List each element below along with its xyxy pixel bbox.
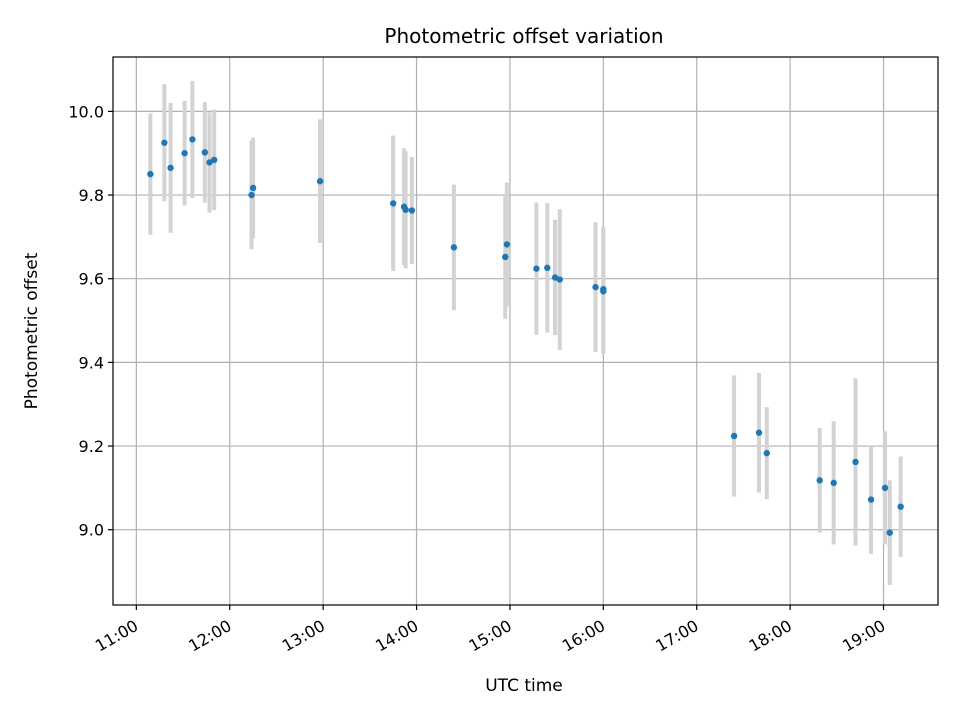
data-point — [852, 458, 859, 466]
x-axis-label: UTC time — [485, 676, 563, 696]
y-axis-label: Photometric offset — [22, 252, 42, 409]
data-point — [816, 477, 823, 484]
y-tick-label: 9.6 — [79, 270, 104, 289]
data-point — [316, 178, 324, 185]
data-point — [249, 184, 257, 192]
data-point — [161, 139, 168, 146]
data-point — [881, 484, 889, 492]
data-point — [830, 479, 837, 487]
plot-frame — [112, 56, 939, 606]
data-point — [201, 149, 209, 156]
data-point — [600, 288, 607, 295]
data-point — [248, 191, 255, 199]
data-point — [755, 429, 763, 436]
data-point — [730, 432, 738, 440]
data-point — [503, 241, 511, 248]
data-point — [867, 496, 875, 503]
data-point — [556, 276, 563, 283]
data-point — [886, 529, 893, 536]
data-point — [189, 136, 196, 143]
data-point — [167, 164, 174, 172]
data-point — [408, 207, 416, 214]
data-point — [206, 159, 213, 166]
data-point — [502, 253, 509, 261]
y-tick-label: 10.0 — [68, 102, 104, 121]
data-point — [147, 170, 154, 178]
y-tick-label: 9.8 — [79, 186, 104, 205]
data-point — [592, 283, 599, 291]
data-points — [147, 136, 904, 536]
data-point — [450, 244, 458, 251]
data-point — [763, 449, 770, 457]
data-point — [402, 206, 409, 213]
data-point — [544, 264, 551, 272]
y-tick-label: 9.0 — [79, 521, 104, 540]
data-point — [210, 156, 218, 164]
data-point — [389, 200, 397, 207]
y-tick-label: 9.2 — [79, 437, 104, 456]
chart-title: Photometric offset variation — [384, 24, 663, 48]
data-point — [181, 150, 188, 157]
y-axis-ticks: 9.0 9.2 9.4 9.6 9.8 10.0 — [68, 102, 113, 540]
data-point — [533, 265, 540, 272]
y-tick-label: 9.4 — [79, 353, 104, 372]
data-point — [897, 503, 904, 510]
